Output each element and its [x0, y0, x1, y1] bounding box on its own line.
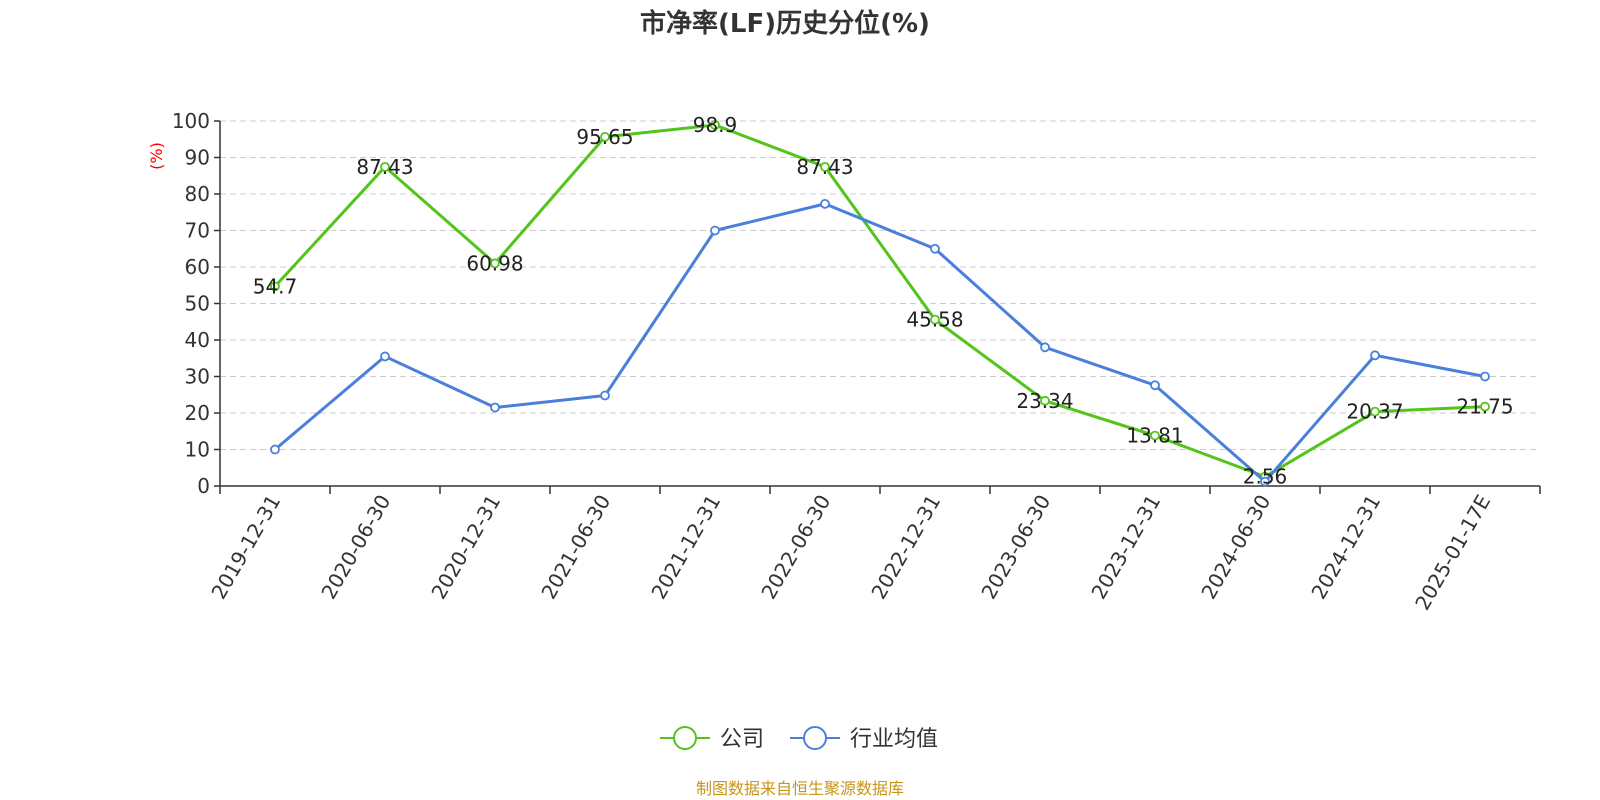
data-label: 87.43	[356, 155, 413, 179]
data-point[interactable]	[930, 314, 940, 325]
x-tick-label: 2023-12-31	[1086, 491, 1165, 604]
legend-item-2[interactable]: 行业均值	[790, 726, 938, 752]
data-label: 13.81	[1126, 424, 1183, 448]
data-point[interactable]	[820, 198, 830, 209]
data-label: 20.37	[1346, 400, 1403, 424]
data-point[interactable]	[1480, 401, 1490, 412]
data-point[interactable]	[1480, 371, 1490, 382]
data-point[interactable]	[490, 258, 500, 269]
data-label: 54.7	[253, 274, 298, 298]
y-tick-label: 10	[185, 438, 210, 462]
data-label: 95.65	[576, 125, 633, 149]
x-tick-label: 2022-12-31	[866, 491, 945, 604]
y-tick-label: 80	[185, 182, 210, 206]
y-tick-label: 70	[185, 219, 210, 243]
data-point[interactable]	[1040, 342, 1050, 353]
y-tick-label: 30	[185, 365, 210, 389]
data-label: 21.75	[1456, 395, 1513, 419]
y-tick-label: 50	[185, 292, 210, 316]
data-point[interactable]	[710, 225, 720, 236]
data-label: 60.98	[466, 251, 523, 275]
data-label: 87.43	[796, 155, 853, 179]
data-point[interactable]	[270, 444, 280, 455]
x-tick-label: 2020-06-30	[316, 491, 395, 604]
data-label: 2.56	[1243, 465, 1288, 489]
legend-circle-icon	[803, 726, 827, 750]
data-point[interactable]	[490, 402, 500, 413]
data-labels: 54.7 87.43 60.98 95.65 98.9 87.43 45.58 23.34 13…	[253, 113, 1514, 489]
data-point[interactable]	[1150, 380, 1160, 391]
legend[interactable]: 公司 行业均值	[660, 726, 938, 752]
y-tick-label: 60	[185, 255, 210, 279]
data-label: 45.58	[906, 308, 963, 332]
data-point[interactable]	[820, 161, 830, 172]
x-tick-label: 2020-12-31	[426, 491, 505, 604]
data-point[interactable]	[1150, 430, 1160, 441]
y-tick-label: 90	[185, 146, 210, 170]
data-point[interactable]	[1370, 350, 1380, 361]
data-point[interactable]	[1370, 406, 1380, 417]
y-tick-label: 100	[172, 109, 210, 133]
x-tick-label: 2023-06-30	[976, 491, 1055, 604]
x-tick-label: 2021-06-30	[536, 491, 615, 604]
chart-title: 市净率(LF)历史分位(%)	[640, 8, 930, 39]
y-tick-label: 40	[185, 328, 210, 352]
data-label: 98.9	[693, 113, 738, 137]
y-tick-label: 20	[185, 401, 210, 425]
series-line-1	[273, 123, 1486, 479]
data-label: 23.34	[1016, 389, 1073, 413]
data-point[interactable]	[600, 131, 610, 142]
legend-label: 行业均值	[850, 727, 938, 752]
y-tick-label: 0	[197, 474, 210, 498]
data-point[interactable]	[380, 161, 390, 172]
data-point[interactable]	[710, 120, 720, 130]
data-point[interactable]	[1260, 476, 1270, 487]
data-point[interactable]	[930, 243, 940, 254]
legend-label: 公司	[720, 727, 764, 752]
legend-item-1[interactable]: 公司	[660, 726, 764, 752]
x-tick-label: 2024-06-30	[1196, 491, 1275, 604]
source-note: 制图数据来自恒生聚源数据库	[696, 779, 904, 798]
series-lines	[270, 120, 1490, 487]
x-tick-label: 2019-12-31	[206, 491, 285, 604]
y-axis-unit-label: (%)	[147, 142, 166, 170]
data-point[interactable]	[380, 351, 390, 362]
series-line-2	[274, 202, 1486, 484]
x-tick-label: 2022-06-30	[756, 491, 835, 604]
grid-lines	[220, 120, 1540, 450]
legend-circle-icon	[673, 726, 697, 750]
x-tick-label: 2024-12-31	[1306, 491, 1385, 604]
x-tick-label: 2021-12-31	[646, 491, 725, 604]
data-point[interactable]	[600, 390, 610, 401]
x-tick-label: 2025-01-17E	[1410, 491, 1495, 615]
data-point[interactable]	[270, 281, 280, 292]
data-point[interactable]	[1040, 395, 1050, 406]
